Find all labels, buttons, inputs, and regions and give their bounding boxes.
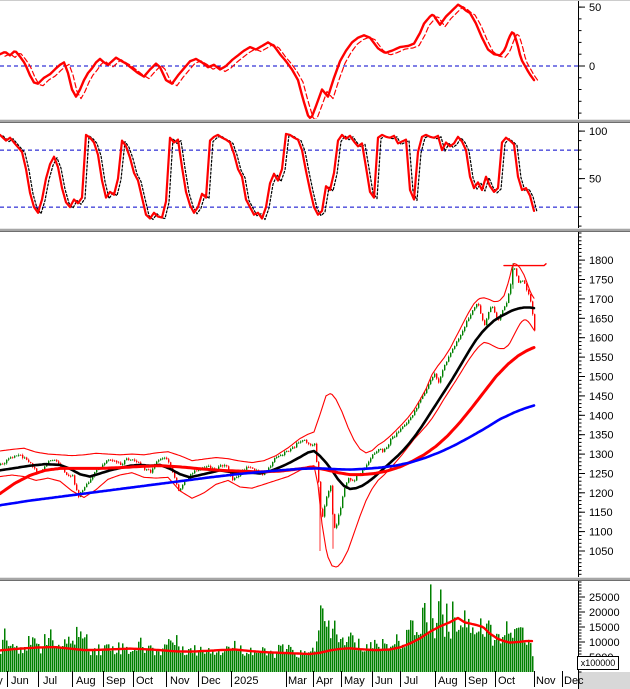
svg-text:Sep: Sep bbox=[106, 675, 126, 687]
svg-text:1650: 1650 bbox=[589, 313, 613, 325]
svg-text:Jun: Jun bbox=[11, 675, 29, 687]
svg-text:1250: 1250 bbox=[589, 469, 613, 481]
svg-text:1150: 1150 bbox=[589, 507, 613, 519]
stochastic-indicator-panel[interactable] bbox=[0, 132, 578, 221]
svg-text:50: 50 bbox=[589, 174, 601, 186]
svg-text:1200: 1200 bbox=[589, 488, 613, 500]
svg-text:50: 50 bbox=[589, 2, 601, 14]
svg-text:15000: 15000 bbox=[589, 622, 620, 634]
volume-panel[interactable] bbox=[0, 584, 534, 672]
x-axis-month-labels: May Jun Jul Aug Sep Oct Nov Dec 2025 Mar Apr May Jun… bbox=[0, 671, 630, 689]
panel-splitters[interactable] bbox=[0, 0, 630, 581]
y-axis: 50 0 100 50 1800 1750 1700 1650 1600 1550 1500 1450… bbox=[578, 0, 620, 689]
momentum-indicator-panel[interactable] bbox=[0, 3, 578, 120]
svg-text:May: May bbox=[344, 675, 365, 687]
volume-unit-badge: x100000 bbox=[577, 656, 619, 670]
svg-text:1450: 1450 bbox=[589, 391, 613, 403]
svg-text:1750: 1750 bbox=[589, 275, 613, 287]
svg-text:Dec: Dec bbox=[201, 675, 221, 687]
svg-text:May: May bbox=[0, 675, 3, 687]
svg-text:0: 0 bbox=[589, 61, 595, 73]
svg-text:10000: 10000 bbox=[589, 637, 620, 649]
svg-text:Apr: Apr bbox=[316, 675, 333, 687]
svg-text:Mar: Mar bbox=[288, 675, 307, 687]
svg-text:1350: 1350 bbox=[589, 430, 613, 442]
svg-text:1400: 1400 bbox=[589, 410, 613, 422]
svg-text:Sep: Sep bbox=[468, 675, 488, 687]
svg-text:1600: 1600 bbox=[589, 333, 613, 345]
svg-text:Oct: Oct bbox=[498, 675, 515, 687]
svg-text:100: 100 bbox=[589, 126, 607, 138]
svg-text:1300: 1300 bbox=[589, 449, 613, 461]
svg-text:Jul: Jul bbox=[43, 675, 57, 687]
svg-text:25000: 25000 bbox=[589, 592, 620, 604]
svg-text:Dec: Dec bbox=[564, 675, 584, 687]
svg-text:Aug: Aug bbox=[76, 675, 96, 687]
svg-text:Jun: Jun bbox=[375, 675, 393, 687]
svg-text:2025: 2025 bbox=[234, 675, 258, 687]
svg-text:1550: 1550 bbox=[589, 352, 613, 364]
svg-text:1800: 1800 bbox=[589, 255, 613, 267]
svg-text:Nov: Nov bbox=[536, 675, 556, 687]
svg-text:1100: 1100 bbox=[589, 527, 613, 539]
svg-text:Nov: Nov bbox=[170, 675, 190, 687]
svg-text:Jul: Jul bbox=[404, 675, 418, 687]
svg-text:20000: 20000 bbox=[589, 607, 620, 619]
svg-text:Aug: Aug bbox=[438, 675, 458, 687]
svg-text:Oct: Oct bbox=[136, 675, 153, 687]
price-candlestick-panel[interactable] bbox=[0, 262, 547, 568]
svg-text:1700: 1700 bbox=[589, 294, 613, 306]
svg-text:1500: 1500 bbox=[589, 372, 613, 384]
svg-text:1050: 1050 bbox=[589, 546, 613, 558]
